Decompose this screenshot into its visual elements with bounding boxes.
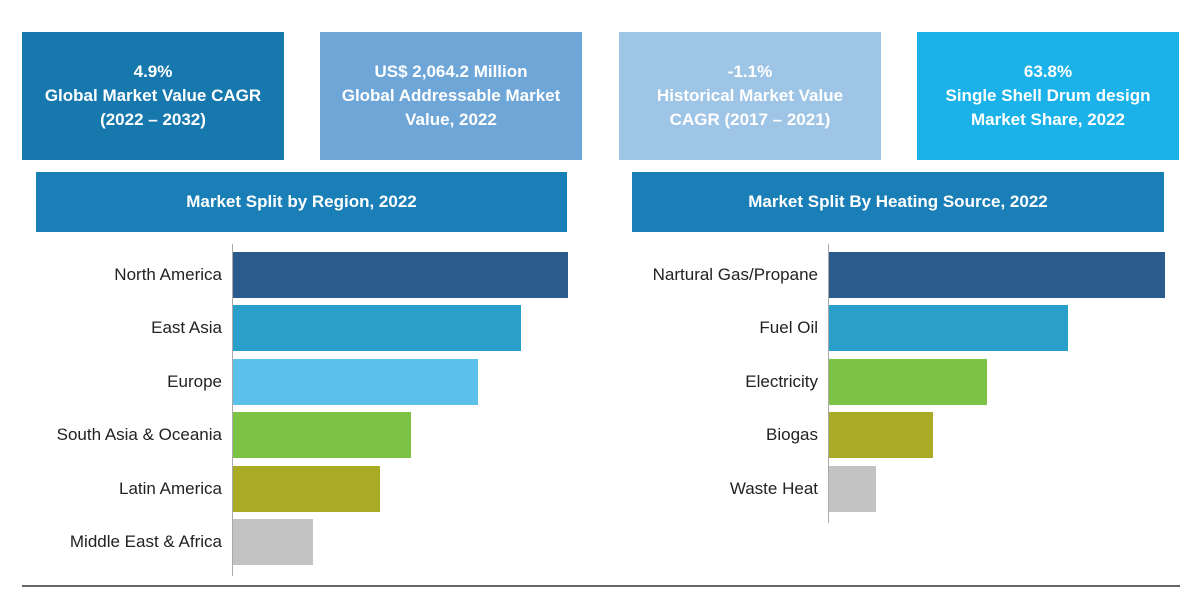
category-label: East Asia — [151, 318, 222, 338]
category-label: South Asia & Oceania — [56, 425, 222, 445]
kpi-label2: (2022 – 2032) — [100, 110, 206, 129]
bar — [829, 465, 877, 512]
category-label: North America — [114, 265, 222, 284]
bar — [233, 412, 411, 459]
bar — [233, 519, 314, 565]
kpi-label1: Global Market Value CAGR — [44, 86, 262, 105]
bar — [233, 465, 381, 512]
bar — [829, 305, 1068, 352]
divider — [22, 585, 1180, 587]
kpi-value: 4.9% — [133, 62, 173, 81]
bar — [829, 252, 1165, 298]
kpi-label2: Market Share, 2022 — [970, 110, 1126, 129]
bar — [233, 252, 568, 298]
heating-chart-title: Market Split By Heating Source, 2022 — [632, 172, 1164, 232]
bar — [829, 412, 934, 459]
category-label: Biogas — [766, 425, 818, 445]
kpi-box: -1.1% Historical Market Value CAGR (2017 –… — [619, 32, 881, 160]
kpi-label2: Value, 2022 — [405, 110, 497, 129]
bar — [233, 358, 478, 405]
kpi-label1: Historical Market Value — [656, 86, 844, 105]
y-axis — [232, 244, 233, 576]
category-label: Nartural Gas/Propane — [652, 265, 818, 284]
bar — [829, 358, 987, 405]
category-label: Electricity — [745, 371, 818, 391]
kpi-value: US$ 2,064.2 Million — [374, 62, 528, 81]
bar — [233, 305, 522, 352]
kpi-label2: CAGR (2017 – 2021) — [669, 110, 831, 129]
region-chart-title: Market Split by Region, 2022 — [36, 172, 567, 232]
kpi-box: 63.8% Single Shell Drum design Market Shar… — [917, 32, 1179, 160]
category-label: Latin America — [119, 478, 222, 498]
category-label: Waste Heat — [729, 478, 818, 498]
category-label: Europe — [167, 371, 222, 391]
category-label: Middle East & Africa — [69, 532, 222, 551]
kpi-box: US$ 2,064.2 Million Global Addressable Ma… — [320, 32, 582, 160]
y-axis — [828, 244, 829, 523]
kpi-value: -1.1% — [727, 62, 773, 81]
kpi-value: 63.8% — [1023, 62, 1073, 81]
kpi-label1: Global Addressable Market — [341, 86, 561, 105]
kpi-label1: Single Shell Drum design — [945, 86, 1151, 105]
kpi-box: 4.9% Global Market Value CAGR (2022 – 2032… — [22, 32, 284, 160]
category-label: Fuel Oil — [759, 318, 818, 338]
